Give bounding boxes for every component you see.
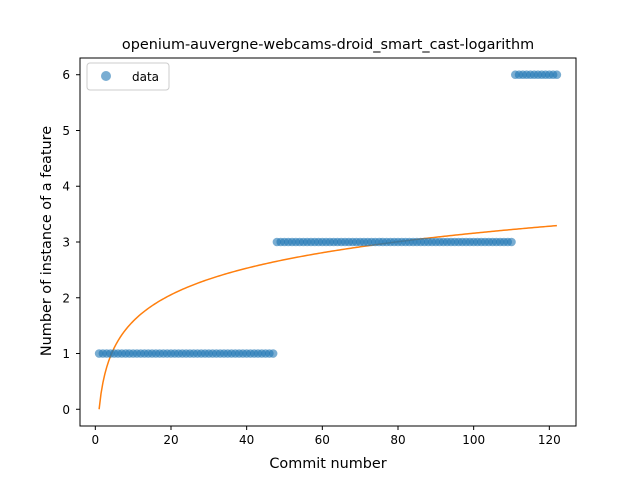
plot-area: 0 20 40 60 80 100 120 0 1 2 3 4 5 6	[62, 57, 577, 447]
y-tick-label: 0	[62, 403, 70, 417]
legend-marker-data	[101, 71, 111, 81]
legend: data	[86, 62, 170, 91]
x-tick-label: 0	[92, 433, 100, 447]
x-axis-label: Commit number	[269, 456, 386, 472]
y-axis-label: Number of instance of a feature	[39, 126, 55, 356]
y-tick-label: 3	[62, 236, 70, 250]
y-tick-label: 5	[62, 124, 70, 138]
x-tick-label: 20	[163, 433, 178, 447]
x-tick-label: 60	[315, 433, 330, 447]
y-tick-label: 1	[62, 347, 70, 361]
legend-box	[86, 62, 170, 91]
fit-line	[98, 224, 557, 410]
x-tick-label: 120	[538, 433, 561, 447]
x-tick-label: 40	[239, 433, 254, 447]
legend-label-data: data	[132, 70, 159, 84]
y-tick-label: 2	[62, 291, 70, 305]
x-tick-label: 80	[390, 433, 405, 447]
x-tick-label: 100	[462, 433, 485, 447]
data-point	[552, 70, 562, 80]
data-points	[94, 70, 562, 358]
y-tick-label: 4	[62, 180, 70, 194]
data-point	[268, 349, 278, 358]
data-point	[507, 237, 516, 247]
chart-title: openium-auvergne-webcams-droid_smart_cas…	[122, 37, 534, 53]
y-tick-label: 6	[62, 68, 70, 82]
